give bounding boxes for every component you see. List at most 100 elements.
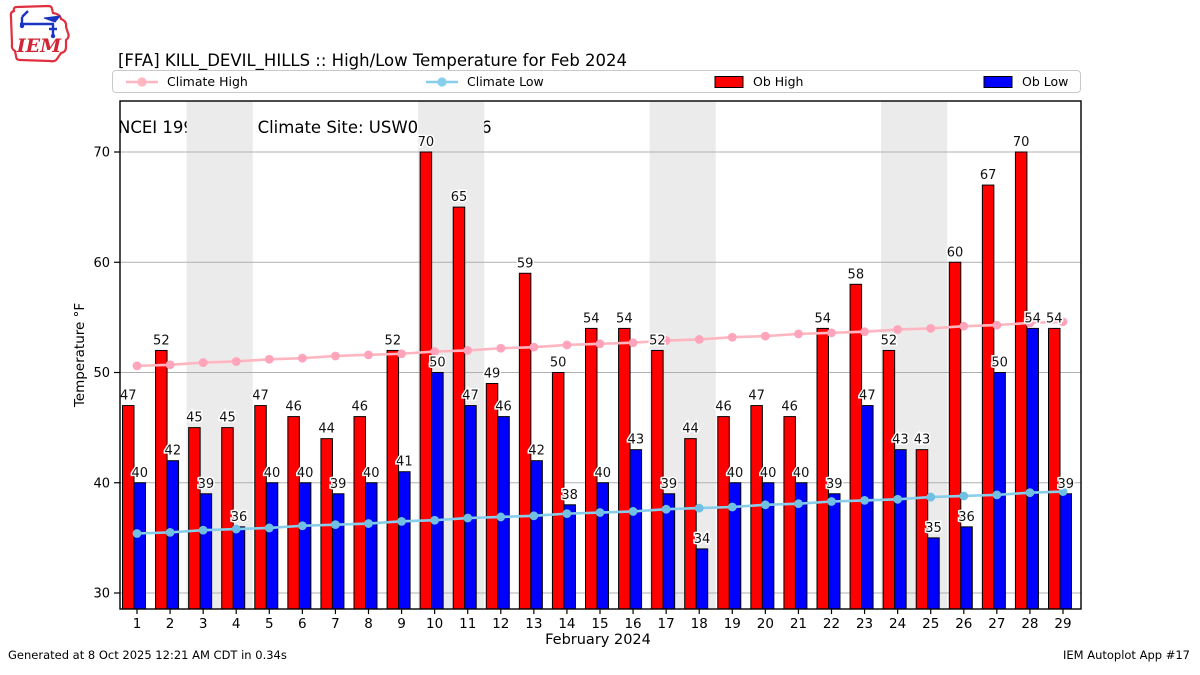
climate-low-marker: [165, 527, 175, 537]
x-tick-label: 14: [558, 616, 575, 632]
vane-detail: [50, 33, 56, 39]
ob-low-value-label: 40: [297, 466, 314, 481]
ob-low-value-label: 46: [495, 400, 512, 415]
ob-high-value-label: 54: [583, 311, 600, 326]
climate-low-marker: [132, 529, 142, 538]
x-tick-label: 10: [426, 616, 443, 632]
ob-low-swatch-icon: [983, 75, 1013, 88]
ob-high-bar: [419, 151, 433, 610]
x-tick-label: 4: [232, 616, 241, 632]
ob-high-value-label: 46: [715, 400, 732, 415]
x-tick-label: 9: [397, 616, 406, 632]
climate-low-marker: [430, 515, 440, 525]
climate-high-marker: [827, 328, 836, 338]
ob-low-value-label: 39: [826, 477, 843, 492]
ob-high-bar: [717, 416, 730, 610]
climate-low-marker: [760, 500, 770, 510]
ob-high-value-label: 49: [484, 367, 501, 382]
climate-high-marker: [297, 353, 307, 363]
climate-low-marker: [926, 492, 936, 502]
climate-high-marker: [1025, 318, 1035, 328]
ob-low-value-label: 34: [694, 532, 711, 547]
plot-border: [119, 100, 1082, 610]
x-tick-label: 25: [922, 616, 939, 632]
ob-low-value-label: 47: [859, 389, 876, 404]
climate-high-marker: [463, 346, 473, 355]
ob-low-value-label: 35: [925, 521, 942, 536]
weather-vane-icon: [20, 10, 62, 34]
climate-high-marker: [397, 349, 406, 359]
climate-low-marker: [562, 509, 572, 519]
climate-high-marker: [562, 340, 572, 350]
climate-low-marker: [496, 512, 506, 522]
x-tick-label: 8: [364, 616, 373, 632]
ob-low-bar: [298, 482, 312, 610]
x-tick-label: 27: [988, 616, 1005, 632]
ob-high-bar: [981, 184, 995, 610]
ob-high-bar: [783, 416, 796, 610]
climate-high-marker: [198, 358, 208, 367]
climate-high-marker: [364, 350, 373, 360]
ob-low-bar: [530, 460, 543, 610]
x-tick-label: 16: [624, 616, 641, 632]
ob-low-value-label: 40: [594, 466, 611, 481]
ob-high-bar: [948, 261, 962, 610]
ob-low-bar: [133, 482, 146, 610]
legend: Climate High Climate Low Ob High Ob Low: [112, 70, 1081, 93]
x-tick-label: 19: [724, 616, 741, 632]
ob-low-value-label: 54: [1024, 311, 1041, 326]
ob-low-bar: [464, 405, 477, 610]
climate-low-marker: [198, 525, 208, 535]
climate-high-marker: [959, 321, 969, 331]
climate-low-marker: [1025, 488, 1035, 498]
ob-high-bar: [1048, 327, 1061, 610]
ob-high-bar: [816, 327, 829, 610]
ob-low-value-label: 40: [760, 466, 777, 481]
x-tick-label: 26: [955, 616, 972, 632]
climate-high-marker: [331, 351, 340, 361]
x-tick-label: 20: [757, 616, 774, 632]
x-tick-label: 2: [166, 616, 175, 632]
climate-high-marker: [760, 331, 770, 341]
climate-high-marker: [496, 343, 506, 353]
climate-high-marker: [529, 342, 539, 352]
climate-high-marker: [1058, 317, 1068, 327]
ob-low-value-label: 42: [165, 444, 182, 459]
ob-low-bar: [1059, 493, 1072, 610]
climate-low-marker: [992, 490, 1002, 500]
ob-high-value-label: 47: [120, 389, 137, 404]
climate-high-marker: [165, 360, 175, 370]
ob-low-bar: [894, 449, 907, 610]
climate-low-marker: [297, 521, 307, 531]
x-tick-label: 17: [658, 616, 675, 632]
y-tick-label: 70: [93, 146, 110, 161]
ob-low-bar: [232, 526, 246, 610]
ob-high-value-label: 43: [914, 433, 931, 448]
ob-high-bar: [386, 349, 400, 610]
ob-low-bar: [596, 482, 609, 610]
ob-low-value-label: 50: [429, 356, 446, 371]
ob-low-bar: [331, 493, 345, 610]
ob-low-value-label: 40: [363, 466, 380, 481]
ob-low-bar: [629, 449, 643, 610]
legend-label: Climate High: [167, 74, 248, 89]
x-tick-label: 11: [459, 616, 476, 632]
ob-low-bar: [431, 372, 444, 610]
legend-item-ob-low: Ob Low: [983, 71, 1068, 92]
x-tick-label: 28: [1021, 616, 1038, 632]
ob-high-bar: [1014, 151, 1028, 610]
ob-high-bar: [882, 349, 896, 610]
y-tick-label: 50: [93, 366, 110, 381]
ob-low-value-label: 41: [396, 455, 413, 470]
climate-low-line-icon: [426, 76, 458, 87]
climate-low-marker: [827, 497, 836, 506]
climate-low-marker: [794, 499, 803, 509]
ob-low-value-label: 47: [462, 389, 479, 404]
climate-high-marker: [694, 335, 704, 344]
ob-high-value-label: 70: [1013, 135, 1030, 150]
ob-low-value-label: 43: [892, 433, 909, 448]
ob-high-value-label: 58: [848, 267, 865, 282]
ob-low-value-label: 39: [1057, 477, 1074, 492]
ob-low-bar: [927, 537, 940, 610]
